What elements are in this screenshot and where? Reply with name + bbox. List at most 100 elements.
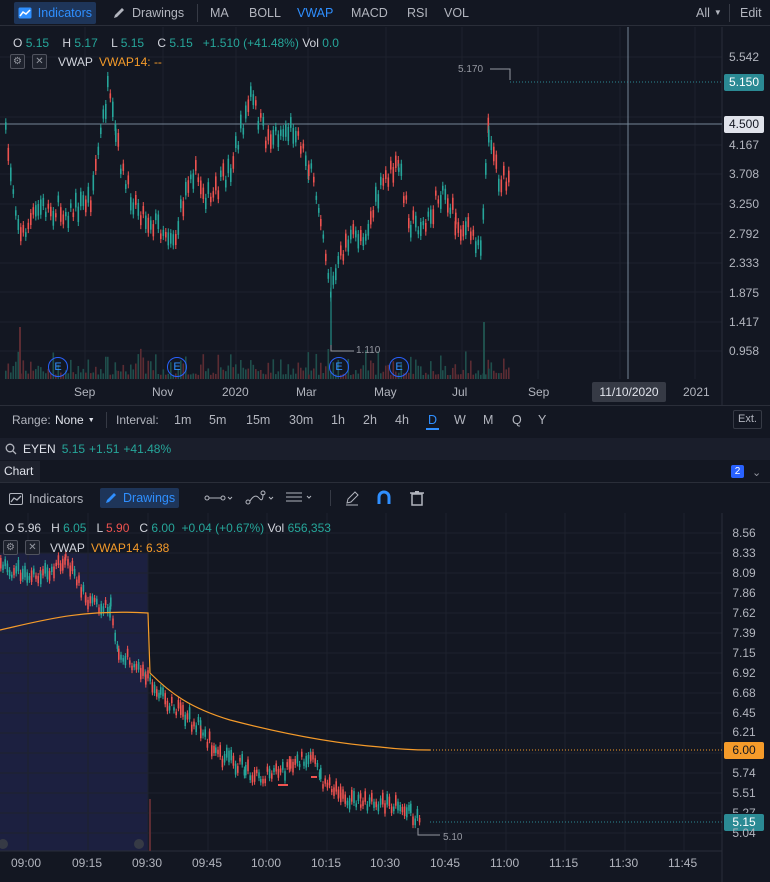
volume-bar [313,368,315,379]
candle-body [375,186,377,202]
interval-1m[interactable]: 1m [174,413,192,427]
price-axis-label: 5.51 [732,786,756,800]
volume-bar [405,372,408,379]
time-axis-label: 10:30 [370,856,401,870]
candle-body [332,275,335,285]
earnings-marker[interactable]: E [389,357,409,377]
price-axis-label: 2.792 [728,227,760,241]
candle-body [318,207,320,213]
candle-body [217,190,220,200]
volume-bar [322,373,325,379]
settings-icon[interactable]: ⚙ [10,54,25,69]
candle-body [107,606,109,614]
volume-bar [237,373,240,379]
daily-chart-canvas[interactable] [0,27,770,405]
interval-4h[interactable]: 4h [395,413,409,427]
study-boll[interactable]: BOLL [249,6,281,20]
close-icon[interactable]: ✕ [25,540,40,555]
candle-body [207,182,210,194]
volume-bar [50,372,52,379]
study-vwap[interactable]: VWAP [297,6,334,20]
volume-bar [120,371,122,379]
candle-body [310,163,313,169]
volume-bar [230,354,232,379]
study-vol[interactable]: VOL [444,6,470,20]
interval-2h[interactable]: 2h [363,413,377,427]
candle-body [230,749,232,761]
tab-chart[interactable]: Chart [0,461,40,482]
magnet-icon[interactable] [376,490,392,506]
candle-body [40,199,42,215]
candle-body [234,763,237,775]
interval-5m[interactable]: 5m [209,413,227,427]
price-axis-label: 4.167 [728,138,760,152]
candle-body [15,566,17,574]
top-toolbar: Indicators Drawings MA BOLL VWAP MACD RS… [0,0,770,26]
interval-1h[interactable]: 1h [331,413,345,427]
interval-y[interactable]: Y [538,413,547,427]
trend-tool-icon[interactable] [245,490,275,506]
candle-body [227,158,230,174]
all-dropdown[interactable]: All ▼ [696,2,722,24]
range-dropdown[interactable]: None ▼ [55,413,95,427]
edit-button[interactable]: Edit [740,6,762,20]
chevron-down-icon[interactable]: ⌄ [752,467,762,479]
intraday-chart-canvas[interactable] [0,513,770,882]
trash-icon[interactable] [409,490,425,506]
volume-bar [252,364,255,379]
fibonacci-tool-icon[interactable] [286,491,316,505]
earnings-marker[interactable]: E [329,357,349,377]
volume-bar [165,374,167,379]
daily-chart[interactable]: O 5.15 H 5.17 L 5.15 C 5.15 +1.510 (+41.… [0,27,770,405]
layout-count-badge[interactable]: 2 [731,465,744,478]
candle-body [102,109,105,119]
time-axis-label: May [374,385,397,399]
intraday-chart[interactable]: O 5.96 H 6.05 L 5.90 C 6.00 +0.04 (+0.67… [0,513,770,882]
grid [0,27,722,379]
close-icon[interactable]: ✕ [32,54,47,69]
indicators-button[interactable]: Indicators [14,2,96,24]
volume-bar [495,372,498,379]
interval-w[interactable]: W [454,413,466,427]
volume-bar [242,367,245,379]
volume-bar [22,360,25,379]
drawings-button[interactable]: Drawings [100,488,180,508]
interval-30m[interactable]: 30m [289,413,314,427]
candle-body [152,224,155,237]
extended-hours-button[interactable]: Ext. [733,410,762,429]
candle-body [142,664,144,676]
candle-body [37,204,40,216]
candle-body [188,707,191,720]
indicator-value: VWAP14: -- [99,55,162,69]
study-rsi[interactable]: RSI [407,6,428,20]
line-tool-icon[interactable] [204,492,234,504]
candle-body [442,185,444,191]
volume-bar [362,365,365,379]
pencil-icon [114,8,124,18]
interval-15m[interactable]: 15m [246,413,271,427]
candle-body [250,86,252,97]
volume-bar [350,374,352,379]
interval-d[interactable]: D [426,413,440,430]
earnings-marker[interactable]: E [48,357,68,377]
candle-body [390,160,392,170]
volume-bar [325,366,327,379]
candle-body [145,215,147,229]
drawings-button[interactable]: Drawings [112,2,184,24]
study-ma[interactable]: MA [210,6,229,20]
study-macd[interactable]: MACD [351,6,388,20]
candle-body [204,729,206,737]
earnings-marker[interactable]: E [167,357,187,377]
candle-body [92,175,95,191]
interval-q[interactable]: Q [512,413,522,427]
candle-body [351,789,353,802]
edit-drawing-icon[interactable] [344,490,360,506]
indicators-button[interactable]: Indicators [9,489,83,509]
indicators-label: Indicators [29,492,84,506]
candle-body [320,767,322,779]
settings-icon[interactable]: ⚙ [3,540,18,555]
candle-body [177,699,180,709]
symbol-bar[interactable]: EYEN 5.15 +1.51 +41.48% [0,438,770,460]
time-axis-label: 2021 [683,385,710,399]
interval-m[interactable]: M [483,413,494,427]
